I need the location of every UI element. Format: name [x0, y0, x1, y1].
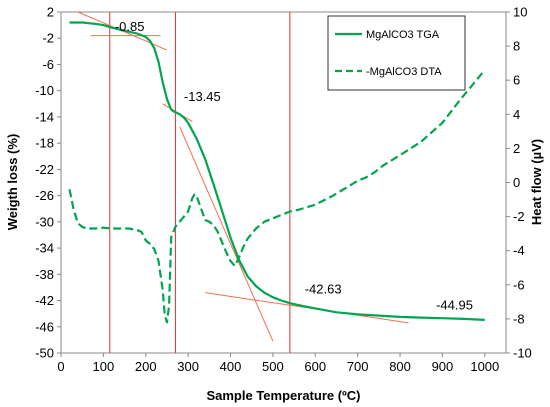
x-tick-label: 200	[135, 359, 157, 374]
y-right-tick-label: 10	[513, 5, 527, 20]
y-right-tick-label: -6	[513, 277, 525, 292]
y-right-tick-label: -2	[513, 209, 525, 224]
legend-box	[327, 15, 466, 91]
x-tick-label: 400	[220, 359, 242, 374]
y-right-tick-label: 8	[513, 39, 520, 54]
y-right-axis-title: Heat flow (µV)	[529, 139, 544, 225]
y-right-axis-ticks: 10 8 6 4 2 0 -2 -4 -6 -8 -10	[506, 5, 532, 361]
annotations: -0.85 -13.45 -42.63 -44.95	[115, 19, 473, 313]
y-left-axis-title: Weigth loss (%)	[5, 134, 20, 231]
y-left-tick-label: 2	[47, 5, 54, 20]
annotation-label: -42.63	[305, 281, 342, 296]
x-tick-label: 700	[347, 359, 369, 374]
x-tick-label: 100	[93, 359, 115, 374]
x-tick-label: 1000	[470, 359, 499, 374]
y-left-tick-label: -42	[35, 293, 54, 308]
tangent-line-3	[179, 126, 274, 342]
y-left-tick-label: -34	[35, 241, 54, 256]
annotation-label: -0.85	[115, 19, 145, 34]
guide-lines	[109, 12, 291, 353]
x-tick-label: 800	[389, 359, 411, 374]
y-left-tick-label: -18	[35, 136, 54, 151]
x-tick-label: 500	[262, 359, 284, 374]
y-left-tick-label: -10	[35, 83, 54, 98]
y-left-axis-ticks: 2 -2 -6 -10 -14 -18 -22 -26 -30 -34 -38 -42 -46 -50	[35, 5, 61, 361]
y-left-tick-label: -2	[42, 31, 54, 46]
annotation-label: -44.95	[436, 298, 473, 313]
legend-label-tga: MgAlCO3 TGA	[366, 29, 440, 41]
y-right-tick-label: -8	[513, 311, 525, 326]
y-left-tick-label: -26	[35, 188, 54, 203]
y-left-tick-label: -14	[35, 109, 54, 124]
y-right-tick-label: 6	[513, 73, 520, 88]
y-left-tick-label: -50	[35, 346, 54, 361]
series-layer	[68, 21, 486, 324]
y-right-tick-label: 0	[513, 175, 520, 190]
y-left-tick-label: -30	[35, 214, 54, 229]
x-axis-title: Sample Temperature (ºC)	[206, 388, 360, 403]
y-right-tick-label: -4	[513, 243, 525, 258]
x-axis-ticks: 0 100 200 300 400 500 600 700 800 900 1000	[57, 353, 499, 374]
y-right-tick-label: 4	[513, 107, 520, 122]
y-right-tick-label: 2	[513, 141, 520, 156]
y-left-tick-label: -22	[35, 162, 54, 177]
x-tick-label: 900	[432, 359, 454, 374]
y-left-tick-label: -38	[35, 267, 54, 282]
annotation-label: -13.45	[184, 89, 221, 104]
legend-label-dta: -MgAlCO3 DTA	[366, 66, 442, 78]
y-right-tick-label: -10	[513, 346, 532, 361]
x-tick-label: 0	[57, 359, 64, 374]
series-line-dta	[68, 69, 486, 324]
y-left-tick-label: -6	[42, 57, 54, 72]
x-tick-label: 300	[177, 359, 199, 374]
legend: MgAlCO3 TGA -MgAlCO3 DTA	[327, 15, 466, 91]
series-line-tga	[69, 21, 485, 321]
y-left-tick-label: -46	[35, 319, 54, 334]
x-tick-label: 600	[304, 359, 326, 374]
